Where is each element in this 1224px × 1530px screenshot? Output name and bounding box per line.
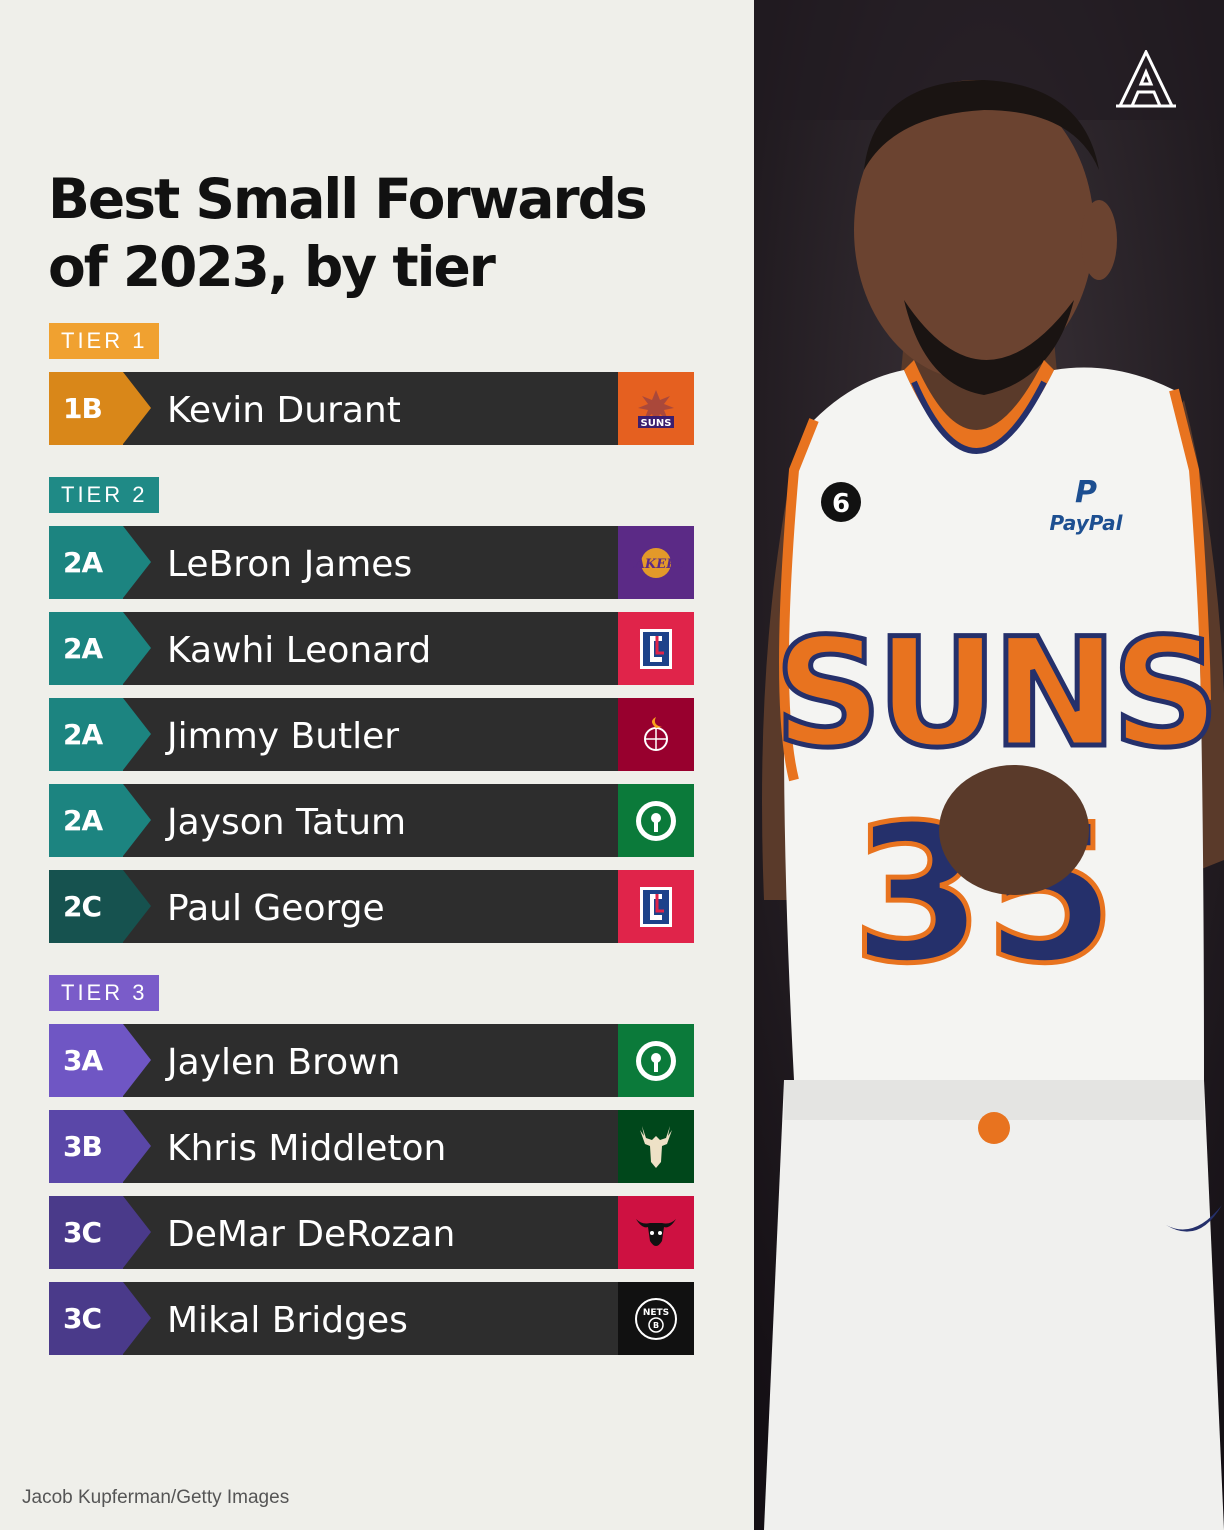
rank-badge — [49, 1196, 123, 1269]
rank-label: 2A — [63, 632, 103, 665]
rank-badge-arrow — [123, 1282, 151, 1354]
player-name: DeMar DeRozan — [167, 1214, 456, 1255]
rank-badge-arrow — [123, 784, 151, 856]
sponsor-logo: PayPal — [1049, 511, 1123, 535]
rank-label: 3A — [63, 1044, 103, 1077]
player-name: Jimmy Butler — [167, 716, 400, 757]
page-title: Best Small Forwards of 2023, by tier — [48, 165, 728, 301]
clippers-logo-icon — [618, 870, 694, 943]
title-line-1: Best Small Forwards — [48, 167, 648, 231]
rank-badge — [49, 784, 123, 857]
tier-3-label: TIER 3 — [49, 975, 160, 1011]
title-line-2: of 2023, by tier — [48, 235, 496, 299]
jersey-text: SUNS — [774, 607, 1213, 781]
rank-badge — [49, 870, 123, 943]
rank-badge — [49, 612, 123, 685]
player-row-kevin-durant: 1B Kevin Durant SUNS — [49, 372, 694, 445]
player-row-mikal-bridges: 3C Mikal Bridges NETS B — [49, 1282, 694, 1355]
player-row-kawhi-leonard: 2A Kawhi Leonard — [49, 612, 694, 685]
svg-text:B: B — [653, 1321, 659, 1330]
rank-badge-arrow — [123, 612, 151, 684]
celtics-logo-icon — [618, 784, 694, 857]
rank-label: 2A — [63, 546, 103, 579]
rank-badge-arrow — [123, 372, 151, 444]
rank-badge-arrow — [123, 870, 151, 942]
rank-label: 2C — [63, 890, 102, 923]
player-row-jimmy-butler: 2A Jimmy Butler — [49, 698, 694, 771]
left-panel: Best Small Forwards of 2023, by tier TIE… — [22, 165, 728, 1508]
bucks-logo-icon — [618, 1110, 694, 1183]
tier-2-label: TIER 2 — [49, 477, 160, 513]
the-athletic-logo-icon — [1116, 50, 1176, 108]
nets-logo-icon: NETS B — [618, 1282, 694, 1355]
tier-1-label: TIER 1 — [49, 323, 160, 359]
player-photo-illustration: SUNS 35 6 PayPal P — [754, 0, 1224, 1530]
player-name: Jaylen Brown — [167, 1042, 401, 1083]
player-row-demar-derozan: 3C DeMar DeRozan — [49, 1196, 694, 1269]
rank-badge-arrow — [123, 1110, 151, 1182]
svg-text:NETS: NETS — [643, 1308, 669, 1318]
player-name: Paul George — [167, 888, 385, 929]
bulls-logo-icon — [618, 1196, 694, 1269]
rank-label: 3C — [63, 1216, 102, 1249]
rank-label: 3C — [63, 1302, 102, 1335]
rank-label: 3B — [63, 1130, 103, 1163]
player-row-khris-middleton: 3B Khris Middleton — [49, 1110, 694, 1183]
player-row-paul-george: 2C Paul George — [49, 870, 694, 943]
svg-text:SUNS: SUNS — [641, 418, 672, 429]
photo-credit: Jacob Kupferman/Getty Images — [22, 1487, 290, 1508]
heat-logo-icon — [618, 698, 694, 771]
rank-badge — [49, 1282, 123, 1355]
suns-logo-icon: SUNS — [618, 372, 694, 445]
rank-badge-arrow — [123, 526, 151, 598]
celtics-logo-icon — [618, 1024, 694, 1097]
rank-badge — [49, 1024, 123, 1097]
svg-text:LAKERS: LAKERS — [628, 557, 684, 572]
player-row-jayson-tatum: 2A Jayson Tatum — [49, 784, 694, 857]
player-name: Kawhi Leonard — [167, 630, 432, 671]
rank-badge-arrow — [123, 1024, 151, 1096]
rank-badge — [49, 372, 123, 445]
player-name: Jayson Tatum — [167, 802, 407, 843]
player-name: Mikal Bridges — [167, 1300, 408, 1341]
player-row-jaylen-brown: 3A Jaylen Brown — [49, 1024, 694, 1097]
rank-badge — [49, 698, 123, 771]
rank-label: 2A — [63, 718, 103, 751]
clippers-logo-icon — [618, 612, 694, 685]
player-photo: SUNS 35 6 PayPal P — [754, 0, 1224, 1530]
rank-badge — [49, 1110, 123, 1183]
player-name: Kevin Durant — [167, 390, 401, 431]
rank-badge-arrow — [123, 698, 151, 770]
rank-badge — [49, 526, 123, 599]
player-name: LeBron James — [167, 544, 413, 585]
player-name: Khris Middleton — [167, 1128, 447, 1169]
rank-badge-arrow — [123, 1196, 151, 1268]
rank-label: 1B — [63, 392, 103, 425]
sponsor-p-icon: P — [1075, 475, 1097, 510]
sleeve-patch: 6 — [832, 489, 850, 519]
rank-label: 2A — [63, 804, 103, 837]
lakers-logo-icon: LAKERS — [618, 526, 694, 599]
player-row-lebron-james: 2A LeBron James LAKERS — [49, 526, 694, 599]
